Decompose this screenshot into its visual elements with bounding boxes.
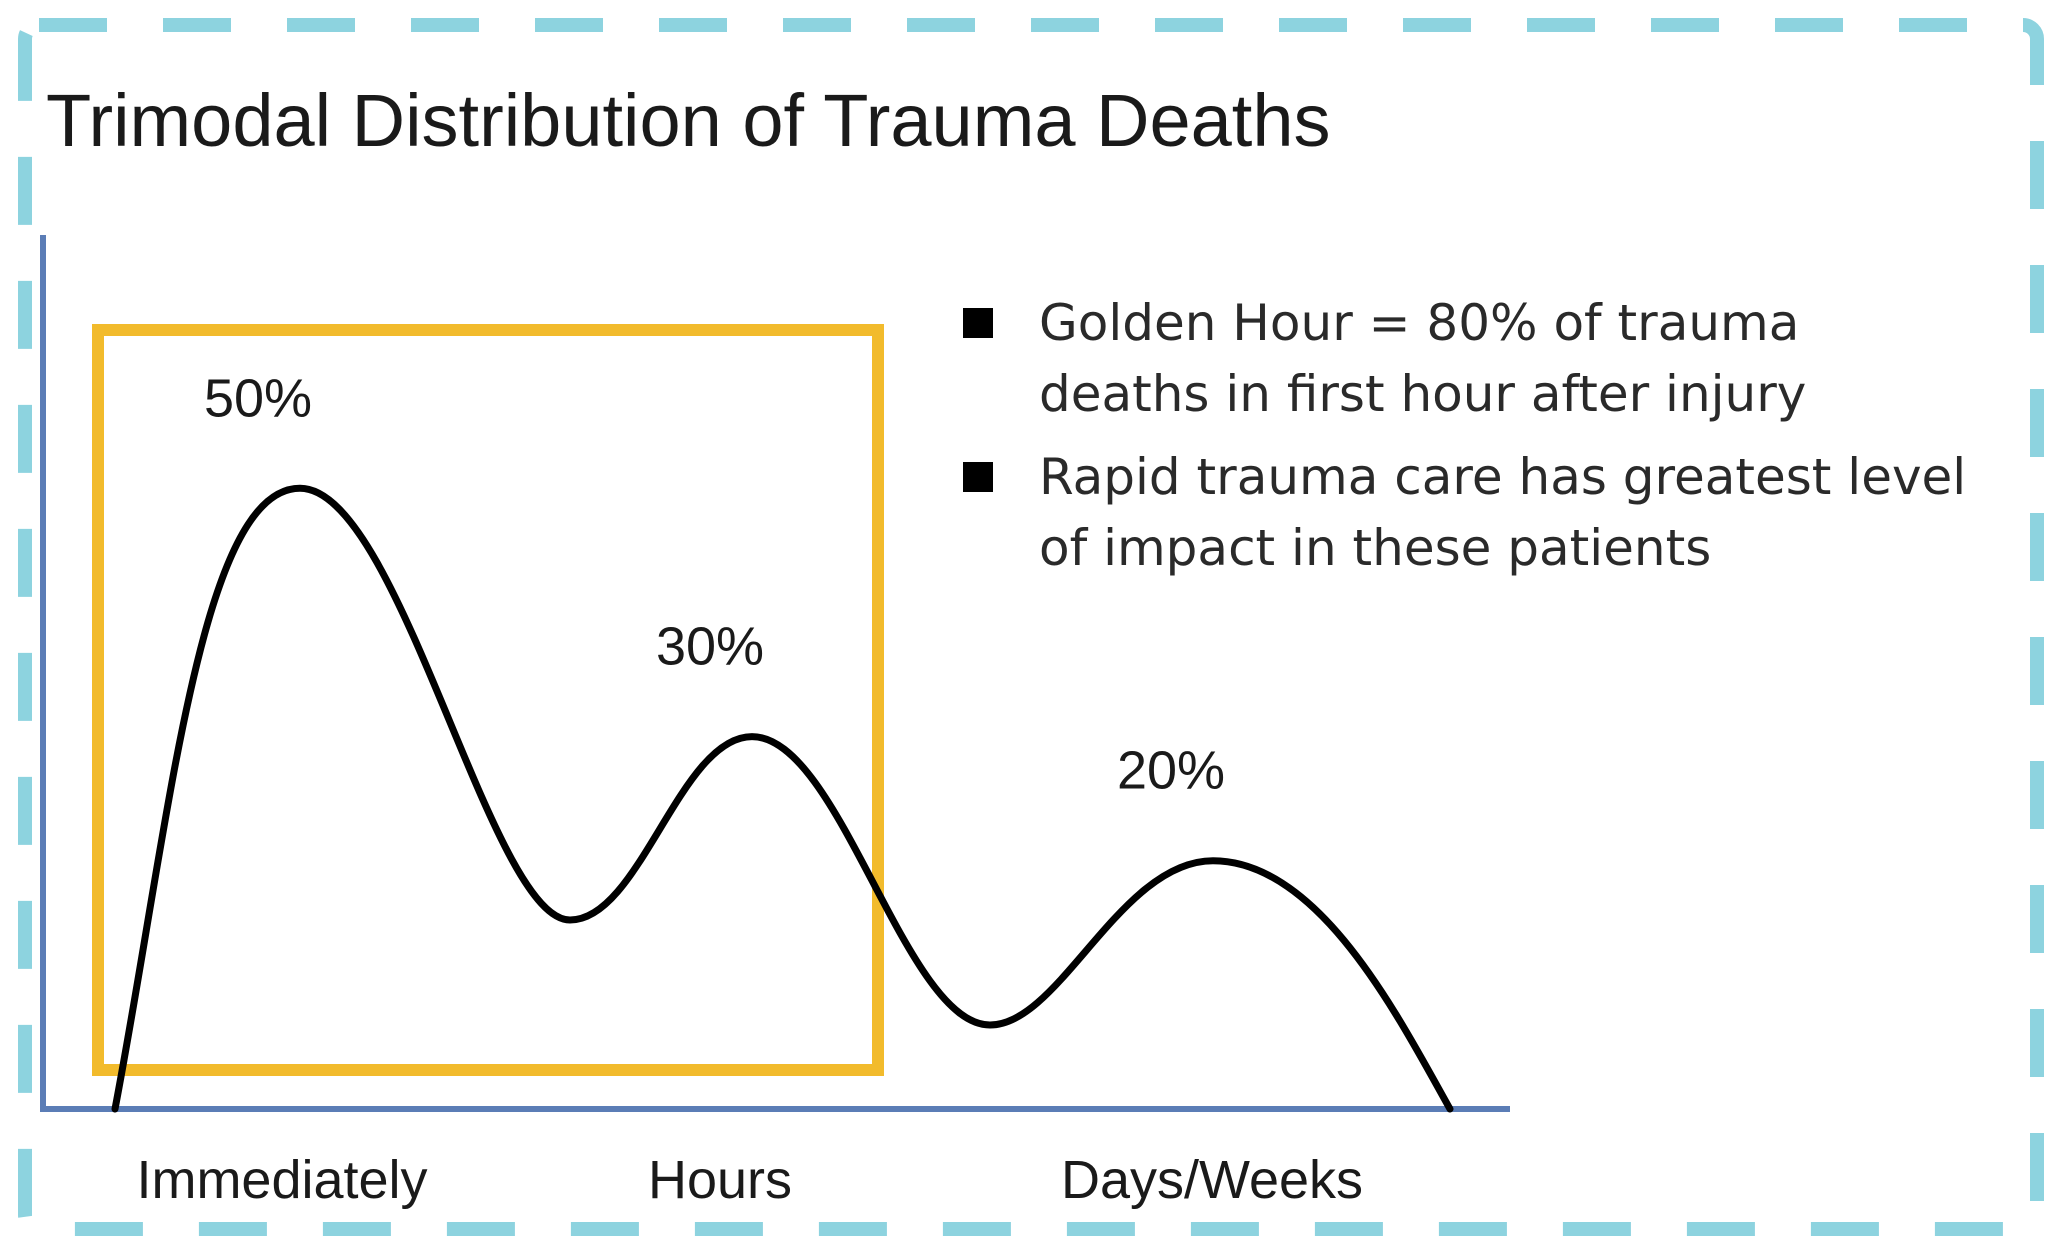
square-bullet-icon <box>963 462 993 492</box>
golden-hour-highlight-box <box>92 324 884 1076</box>
x-tick-labels: Immediately Hours Days/Weeks <box>136 1150 1363 1210</box>
peak-label: 30% <box>656 617 764 677</box>
peak-label: 50% <box>204 368 312 428</box>
golden-hour-notes: Golden Hour = 80% of trauma deaths in fi… <box>955 288 1975 596</box>
note-item: Golden Hour = 80% of trauma deaths in fi… <box>955 288 1975 430</box>
note-text: Rapid trauma care has greatest level of … <box>1039 448 1967 577</box>
x-tick-label: Immediately <box>136 1150 427 1210</box>
x-tick-label: Days/Weeks <box>1061 1150 1363 1210</box>
peak-labels: 50% 30% 20% <box>204 368 1225 800</box>
note-text: Golden Hour = 80% of trauma deaths in fi… <box>1039 294 1807 423</box>
note-item: Rapid trauma care has greatest level of … <box>955 442 1975 584</box>
x-tick-label: Hours <box>648 1150 792 1210</box>
peak-label: 20% <box>1117 741 1225 801</box>
death-distribution-curve <box>111 484 1454 1113</box>
chart-title: Trimodal Distribution of Trauma Deaths <box>46 79 1331 162</box>
square-bullet-icon <box>963 308 993 338</box>
